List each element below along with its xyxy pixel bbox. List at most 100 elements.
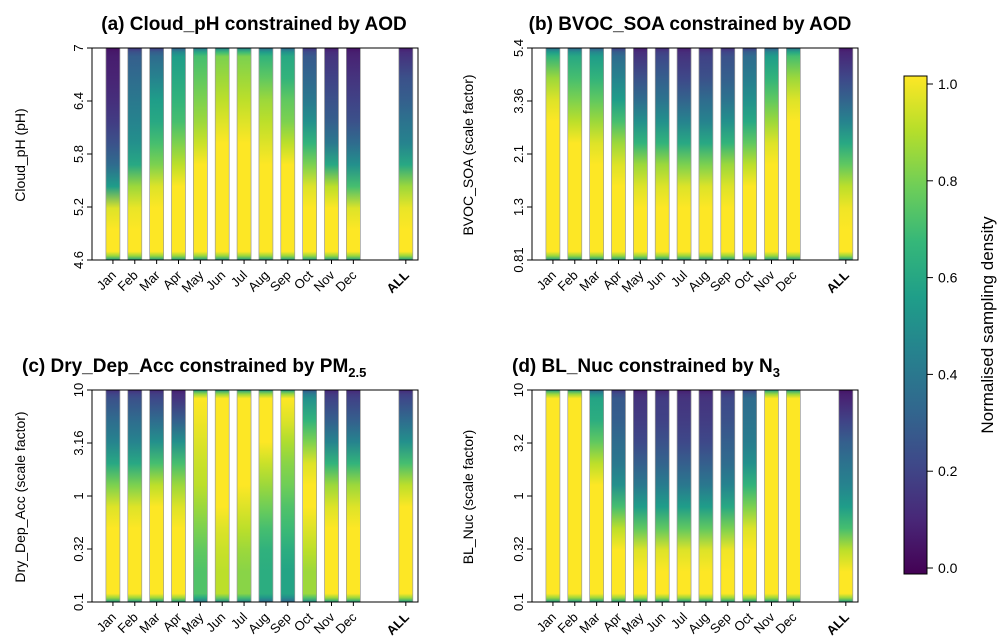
panel-c-y-tick-label: 0.1 (71, 593, 86, 611)
panel-b-x-tick-label: Jun (643, 268, 668, 293)
panel-d-column-all (838, 389, 854, 603)
colorbar-label: Normalised sampling density (978, 216, 997, 434)
panel-b-y-tick-label: 1.3 (511, 198, 526, 216)
panel-a-y-tick-label: 6.4 (71, 92, 86, 110)
panel-a-x-tick-label: Aug (245, 268, 272, 295)
panel-d-x-tick-label: Nov (751, 609, 778, 636)
panel-a-title: (a) Cloud_pH constrained by AOD (101, 14, 406, 35)
panel-c-y-tick-label: 1 (71, 492, 86, 499)
panel-c-y-tick-label: 0.32 (71, 536, 86, 561)
panel-b-x-tick-label: ALL (823, 267, 852, 296)
panel-b-column-dec (786, 47, 801, 261)
panel-d-y-tick-label: 0.1 (511, 593, 526, 611)
panel-a-y-axis-label: Cloud_pH (pH) (12, 108, 28, 201)
panel-b-x-tick-label: Aug (685, 268, 712, 295)
panel-a-column-jul (236, 47, 252, 261)
panel-d-column-mar (589, 389, 604, 603)
panel-b-y-tick-label: 5.4 (511, 39, 526, 57)
panel-d-column-oct (742, 389, 757, 603)
panel-d-x-tick-label: Dec (773, 609, 800, 636)
panel-b-column-aug (698, 47, 714, 261)
panel-c-column-jan (105, 389, 121, 603)
panel-b-column-nov (764, 47, 779, 261)
colorbar-tick-label: 0.8 (938, 173, 958, 189)
panel-c-x-tick-label: Nov (311, 609, 338, 636)
panel-b-column-jul (676, 47, 692, 261)
panel-a-x-tick-label: Nov (311, 267, 338, 294)
panel-c-column-may (193, 389, 208, 603)
panel-d-column-may (633, 389, 648, 603)
panel-a-column-nov (324, 47, 339, 261)
panel-b-column-jun (654, 47, 670, 261)
panel-d-column-sep (720, 389, 736, 603)
panel-c-column-oct (302, 389, 317, 603)
panel-a-x-tick-label: Jan (94, 268, 119, 293)
panel-d-column-dec (786, 389, 801, 603)
panel-d-column-jan (545, 389, 561, 603)
panel-c-x-tick-label: Feb (114, 610, 140, 636)
panel-b-column-may (633, 47, 648, 261)
panel-d-title: (d) BL_Nuc constrained by N3 (512, 356, 780, 380)
panel-d-y-axis-label: BL_Nuc (scale factor) (460, 430, 476, 565)
panel-d-column-aug (698, 389, 714, 603)
panel-c-x-tick-label: ALL (383, 609, 412, 638)
panel-b-column-feb (567, 47, 583, 261)
panel-d-x-tick-label: Sep (707, 610, 734, 637)
panel-b-x-tick-label: Mar (576, 267, 603, 294)
colorbar-tick-label: 0.0 (938, 560, 958, 576)
panel-b-column-apr (611, 47, 626, 261)
panel-d-x-tick-label: Aug (685, 610, 712, 637)
panel-b-column-sep (720, 47, 736, 261)
panel-c-x-tick-label: Sep (267, 610, 294, 637)
panel-d-x-tick-label: Mar (576, 609, 603, 636)
panel-d-y-tick-label: 10 (511, 383, 526, 397)
panel-c-column-feb (127, 389, 143, 603)
panel-b-column-oct (742, 47, 757, 261)
panel-a-column-all (398, 47, 414, 261)
panel-d-x-tick-label: ALL (823, 609, 852, 638)
panel-b-y-tick-label: 0.81 (511, 247, 526, 272)
panel-d-column-jun (654, 389, 670, 603)
panel-a-column-jan (105, 47, 121, 261)
panel-c-y-tick-label: 10 (71, 383, 86, 397)
panel-d-y-tick-label: 3.2 (511, 434, 526, 452)
panel-d-column-apr (611, 389, 626, 603)
panel-a-x-tick-label: Oct (291, 267, 316, 292)
panel-b-y-tick-label: 2.1 (511, 145, 526, 163)
panel-c-column-aug (258, 389, 274, 603)
panel-a-column-may (193, 47, 208, 261)
panel-c-column-mar (149, 389, 164, 603)
colorbar-gradient (903, 75, 928, 575)
panel-a-column-apr (171, 47, 186, 261)
panel-c-x-tick-label: Jun (203, 610, 228, 635)
panel-c-y-tick-label: 3.16 (71, 430, 86, 455)
panel-a-column-dec (346, 47, 361, 261)
panel-b-x-tick-label: Sep (707, 268, 734, 295)
panel-a-x-tick-label: Feb (114, 268, 140, 294)
colorbar: 0.0 0.2 0.4 0.6 0.8 1.0 Normalised sampling d… (903, 75, 997, 576)
panel-c-column-sep (280, 389, 296, 603)
panel-b-x-tick-label: Jan (534, 268, 559, 293)
colorbar-tick-label: 0.2 (938, 463, 958, 479)
panel-d-x-tick-label: Jan (534, 610, 559, 635)
panel-d-column-nov (764, 389, 779, 603)
panel-d-column-jul (676, 389, 692, 603)
panel-d-y-tick-label: 1 (511, 492, 526, 499)
panel-b-x-tick-label: Nov (751, 267, 778, 294)
panel-a-y-tick-label: 7 (71, 44, 86, 51)
panel-c-column-jun (214, 389, 230, 603)
panel-b-column-mar (589, 47, 604, 261)
panel-d-x-tick-label: Feb (554, 610, 580, 636)
panel-c-column-dec (346, 389, 361, 603)
panel-a-column-sep (280, 47, 296, 261)
panel-a-column-feb (127, 47, 143, 261)
panel-a-x-tick-label: Jun (203, 268, 228, 293)
panel-c-x-tick-label: Mar (136, 609, 163, 636)
panel-b-x-tick-label: Oct (731, 267, 756, 292)
panel-b-x-tick-label: Dec (773, 267, 800, 294)
panel-c-column-jul (236, 389, 252, 603)
panel-c-column-nov (324, 389, 339, 603)
panel-a-column-jun (214, 47, 230, 261)
panel-d-x-tick-label: Jun (643, 610, 668, 635)
